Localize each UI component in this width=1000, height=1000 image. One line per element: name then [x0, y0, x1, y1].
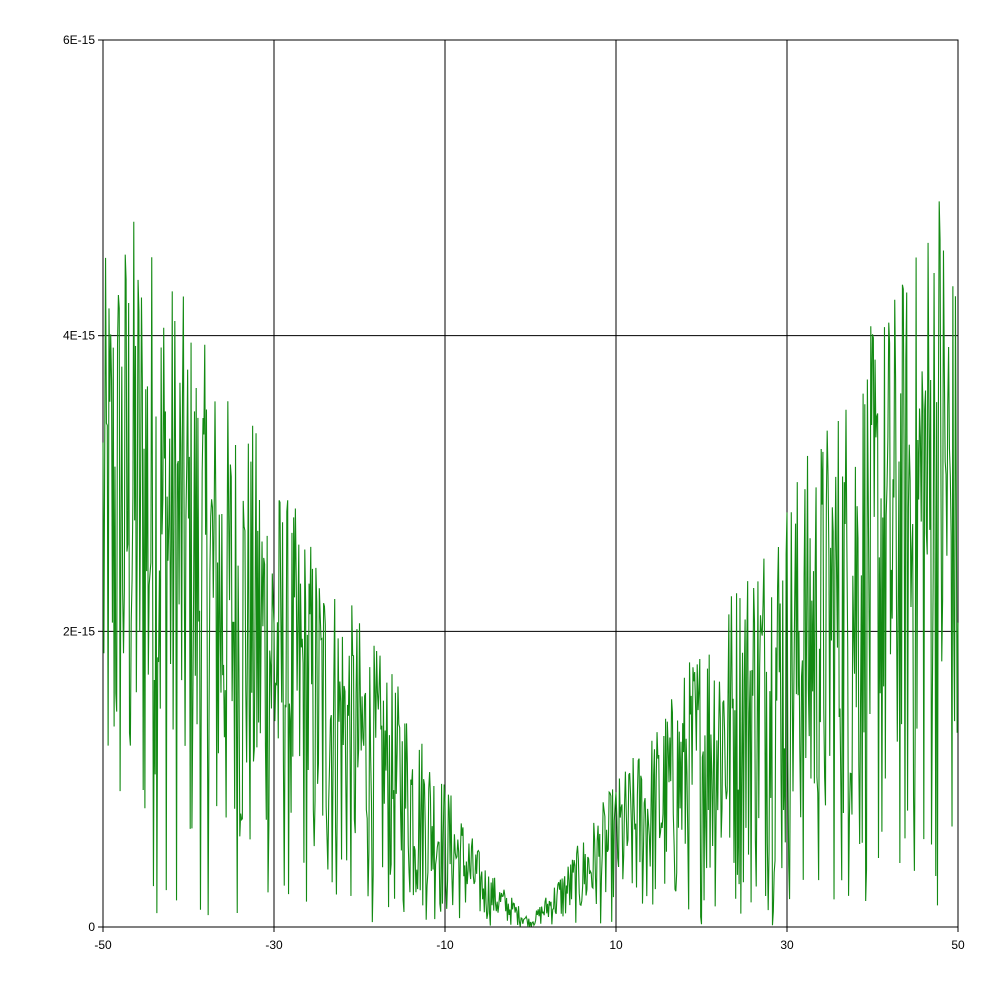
- x-tick-label: 30: [780, 938, 794, 952]
- x-tick-label: -30: [265, 938, 283, 952]
- x-tick-label: -50: [94, 938, 112, 952]
- x-tick-label: -10: [436, 938, 454, 952]
- y-tick-label: 0: [88, 920, 95, 934]
- x-tick-label: 10: [609, 938, 623, 952]
- y-tick-label: 6E-15: [63, 33, 95, 47]
- y-tick-label: 2E-15: [63, 624, 95, 638]
- series-line: [102, 201, 959, 927]
- y-tick-label: 4E-15: [63, 329, 95, 343]
- x-axis: -50 -30 -10 10 30 50: [94, 927, 965, 952]
- x-tick-label: 50: [951, 938, 965, 952]
- y-axis: 0 2E-15 4E-15 6E-15: [63, 33, 103, 934]
